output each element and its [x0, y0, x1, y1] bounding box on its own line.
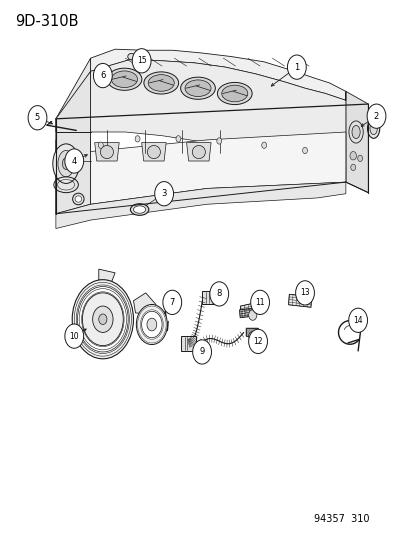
Circle shape — [132, 49, 151, 73]
Ellipse shape — [369, 122, 376, 135]
Ellipse shape — [62, 158, 70, 169]
Ellipse shape — [53, 144, 79, 183]
Text: 12: 12 — [253, 337, 262, 346]
Ellipse shape — [144, 72, 178, 94]
Text: 1: 1 — [294, 62, 299, 71]
Circle shape — [366, 104, 385, 128]
Text: 6: 6 — [100, 71, 105, 80]
Ellipse shape — [100, 75, 104, 83]
Ellipse shape — [367, 118, 379, 139]
FancyBboxPatch shape — [180, 336, 195, 351]
Circle shape — [135, 136, 140, 142]
Circle shape — [216, 138, 221, 144]
Text: 13: 13 — [299, 288, 309, 297]
Circle shape — [77, 287, 128, 352]
Circle shape — [65, 149, 83, 173]
Polygon shape — [90, 60, 345, 182]
Circle shape — [82, 293, 123, 345]
Ellipse shape — [348, 121, 362, 143]
Text: 7: 7 — [169, 298, 175, 307]
Ellipse shape — [192, 146, 205, 159]
Polygon shape — [56, 132, 90, 214]
Polygon shape — [56, 58, 90, 132]
Ellipse shape — [58, 150, 74, 177]
Polygon shape — [133, 293, 156, 314]
Circle shape — [302, 147, 307, 154]
Text: 10: 10 — [69, 332, 79, 341]
Circle shape — [28, 106, 47, 130]
Ellipse shape — [217, 83, 252, 104]
Circle shape — [295, 281, 313, 305]
Polygon shape — [239, 308, 254, 318]
Text: 9D-310B: 9D-310B — [15, 14, 78, 29]
Ellipse shape — [75, 196, 81, 202]
Circle shape — [93, 306, 113, 333]
Ellipse shape — [147, 146, 160, 159]
Polygon shape — [296, 289, 312, 299]
Ellipse shape — [130, 204, 148, 215]
Circle shape — [99, 314, 107, 325]
Circle shape — [248, 332, 254, 341]
Circle shape — [209, 282, 228, 306]
Circle shape — [141, 311, 161, 338]
Polygon shape — [240, 301, 264, 317]
Ellipse shape — [72, 193, 84, 205]
Ellipse shape — [185, 80, 211, 96]
Polygon shape — [345, 91, 368, 192]
Circle shape — [350, 164, 355, 171]
Polygon shape — [95, 142, 119, 161]
Ellipse shape — [133, 206, 145, 213]
Ellipse shape — [221, 85, 247, 102]
Text: 15: 15 — [137, 56, 146, 66]
Polygon shape — [245, 328, 257, 336]
Polygon shape — [56, 71, 90, 214]
Circle shape — [192, 340, 211, 364]
Circle shape — [98, 142, 103, 148]
Text: 3: 3 — [161, 189, 166, 198]
Text: 9: 9 — [199, 348, 204, 357]
Polygon shape — [141, 142, 166, 161]
Circle shape — [93, 63, 112, 88]
Ellipse shape — [100, 146, 113, 159]
Circle shape — [136, 304, 167, 344]
Circle shape — [65, 324, 83, 348]
Ellipse shape — [351, 125, 359, 139]
Circle shape — [349, 151, 356, 160]
Ellipse shape — [180, 77, 215, 99]
Polygon shape — [288, 294, 311, 308]
Circle shape — [248, 329, 267, 353]
Polygon shape — [186, 142, 211, 161]
Text: 11: 11 — [255, 298, 264, 307]
Circle shape — [250, 290, 269, 314]
Ellipse shape — [148, 75, 174, 91]
Circle shape — [348, 308, 367, 333]
Ellipse shape — [111, 71, 137, 87]
Text: 14: 14 — [352, 316, 362, 325]
Ellipse shape — [107, 68, 142, 90]
Circle shape — [287, 55, 306, 79]
Text: 5: 5 — [35, 113, 40, 122]
Circle shape — [147, 318, 157, 331]
FancyBboxPatch shape — [202, 291, 216, 304]
Text: 4: 4 — [71, 157, 77, 166]
Circle shape — [162, 290, 181, 314]
Text: 94357  310: 94357 310 — [313, 514, 369, 524]
Circle shape — [357, 155, 362, 161]
Polygon shape — [99, 269, 115, 284]
Text: 2: 2 — [373, 112, 378, 120]
Circle shape — [72, 280, 133, 359]
Ellipse shape — [128, 53, 135, 60]
Circle shape — [154, 182, 173, 206]
Polygon shape — [90, 132, 345, 204]
Text: 8: 8 — [216, 289, 221, 298]
Circle shape — [176, 136, 180, 142]
Circle shape — [261, 142, 266, 148]
Circle shape — [248, 310, 256, 320]
Polygon shape — [90, 49, 345, 100]
Polygon shape — [56, 182, 345, 229]
